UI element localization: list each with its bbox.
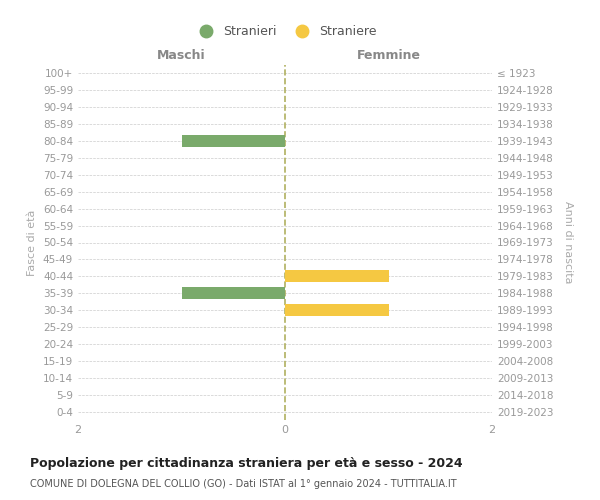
Y-axis label: Fasce di età: Fasce di età	[28, 210, 37, 276]
Bar	[285, 304, 389, 316]
Text: Maschi: Maschi	[157, 48, 206, 62]
Text: Femmine: Femmine	[356, 48, 421, 62]
Legend: Stranieri, Straniere: Stranieri, Straniere	[193, 25, 377, 38]
Bar	[182, 288, 285, 299]
Bar	[285, 270, 389, 282]
Text: Popolazione per cittadinanza straniera per età e sesso - 2024: Popolazione per cittadinanza straniera p…	[30, 458, 463, 470]
Bar	[182, 135, 285, 147]
Text: COMUNE DI DOLEGNA DEL COLLIO (GO) - Dati ISTAT al 1° gennaio 2024 - TUTTITALIA.I: COMUNE DI DOLEGNA DEL COLLIO (GO) - Dati…	[30, 479, 457, 489]
Y-axis label: Anni di nascita: Anni di nascita	[563, 201, 573, 284]
